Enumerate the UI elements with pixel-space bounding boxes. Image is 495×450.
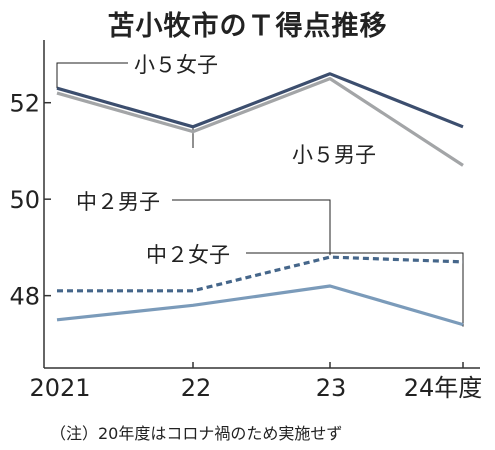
series-line [56, 284, 464, 327]
series-line [56, 76, 464, 167]
label-leader-line [172, 199, 331, 256]
series-label: 中２男子 [76, 190, 160, 214]
label-leader-line [246, 252, 464, 327]
series-label: 小５女子 [134, 53, 218, 77]
footnote: （注）20年度はコロナ禍のため実施せず [50, 424, 343, 443]
label-leader-line [56, 62, 128, 89]
y-tick-label: 52 [9, 90, 40, 118]
y-tick-label: 48 [9, 283, 40, 311]
series-label: 中２女子 [146, 243, 230, 267]
series-line [56, 72, 464, 129]
x-tick-label: 22 [181, 374, 212, 402]
x-tick-label: 23 [316, 374, 347, 402]
x-tick-label: 2021 [29, 374, 90, 402]
chart-title: 苫小牧市のＴ得点推移 [107, 11, 388, 42]
y-tick-label: 50 [9, 186, 40, 214]
series-line [57, 255, 464, 293]
series-label: 小５男子 [292, 143, 376, 167]
x-tick-label: 24年度 [404, 374, 483, 402]
